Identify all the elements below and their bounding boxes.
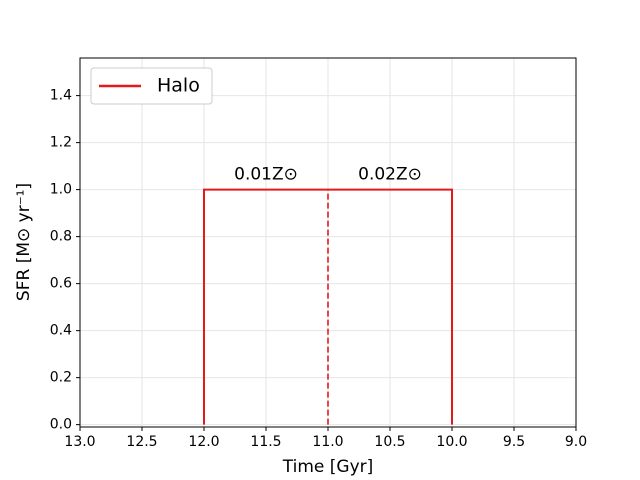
- x-tick-label: 12.0: [188, 434, 219, 450]
- y-tick-label: 1.0: [50, 182, 72, 198]
- y-tick-label: 0.8: [50, 229, 72, 245]
- plot-frame: [79, 57, 577, 428]
- y-tick-label: 0.0: [50, 417, 72, 433]
- annotation: 0.02Z⊙: [358, 165, 422, 185]
- y-tick-label: 1.2: [50, 135, 72, 151]
- x-tick-label: 11.0: [312, 434, 343, 450]
- x-tick-label: 13.0: [64, 434, 95, 450]
- legend: Halo: [90, 67, 213, 105]
- x-tick-label: 12.5: [126, 434, 157, 450]
- legend-box: [90, 67, 213, 105]
- legend-label: Halo: [157, 75, 200, 97]
- x-tick-label: 10.0: [436, 434, 467, 450]
- x-tick-label: 9.0: [565, 434, 587, 450]
- x-tick-label: 10.5: [374, 434, 405, 450]
- x-axis-label: Time [Gyr]: [282, 457, 374, 477]
- y-axis-label: SFR [M⊙ yr⁻¹]: [14, 183, 34, 301]
- annotation: 0.01Z⊙: [234, 165, 298, 185]
- x-tick-label: 11.5: [250, 434, 281, 450]
- y-tick-label: 0.2: [50, 370, 72, 386]
- y-tick-label: 0.4: [50, 323, 72, 339]
- y-tick-label: 1.4: [50, 88, 72, 104]
- y-tick-label: 0.6: [50, 276, 72, 292]
- x-tick-label: 9.5: [503, 434, 525, 450]
